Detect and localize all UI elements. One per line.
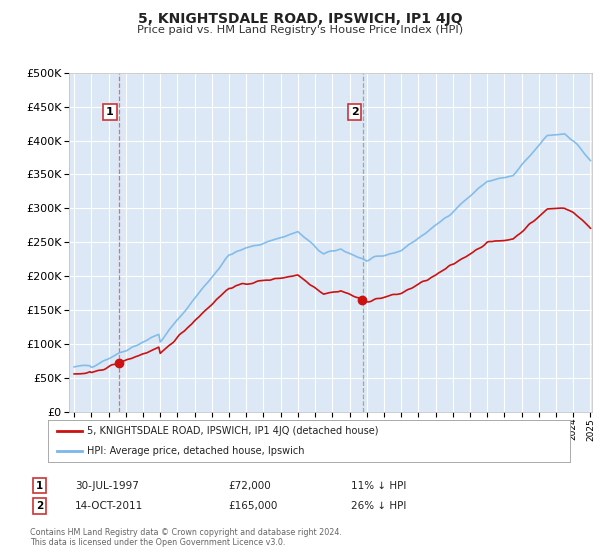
Text: 14-OCT-2011: 14-OCT-2011	[75, 501, 143, 511]
Text: Price paid vs. HM Land Registry's House Price Index (HPI): Price paid vs. HM Land Registry's House …	[137, 25, 463, 35]
Text: HPI: Average price, detached house, Ipswich: HPI: Average price, detached house, Ipsw…	[87, 446, 305, 456]
Text: 2: 2	[36, 501, 43, 511]
Text: £72,000: £72,000	[228, 480, 271, 491]
Text: 30-JUL-1997: 30-JUL-1997	[75, 480, 139, 491]
Text: 1: 1	[106, 107, 114, 117]
Text: 1: 1	[36, 480, 43, 491]
Text: Contains HM Land Registry data © Crown copyright and database right 2024.
This d: Contains HM Land Registry data © Crown c…	[30, 528, 342, 547]
Text: 2: 2	[350, 107, 358, 117]
Text: £165,000: £165,000	[228, 501, 277, 511]
Text: 26% ↓ HPI: 26% ↓ HPI	[351, 501, 406, 511]
Text: 5, KNIGHTSDALE ROAD, IPSWICH, IP1 4JQ (detached house): 5, KNIGHTSDALE ROAD, IPSWICH, IP1 4JQ (d…	[87, 426, 379, 436]
Text: 5, KNIGHTSDALE ROAD, IPSWICH, IP1 4JQ: 5, KNIGHTSDALE ROAD, IPSWICH, IP1 4JQ	[137, 12, 463, 26]
Text: 11% ↓ HPI: 11% ↓ HPI	[351, 480, 406, 491]
